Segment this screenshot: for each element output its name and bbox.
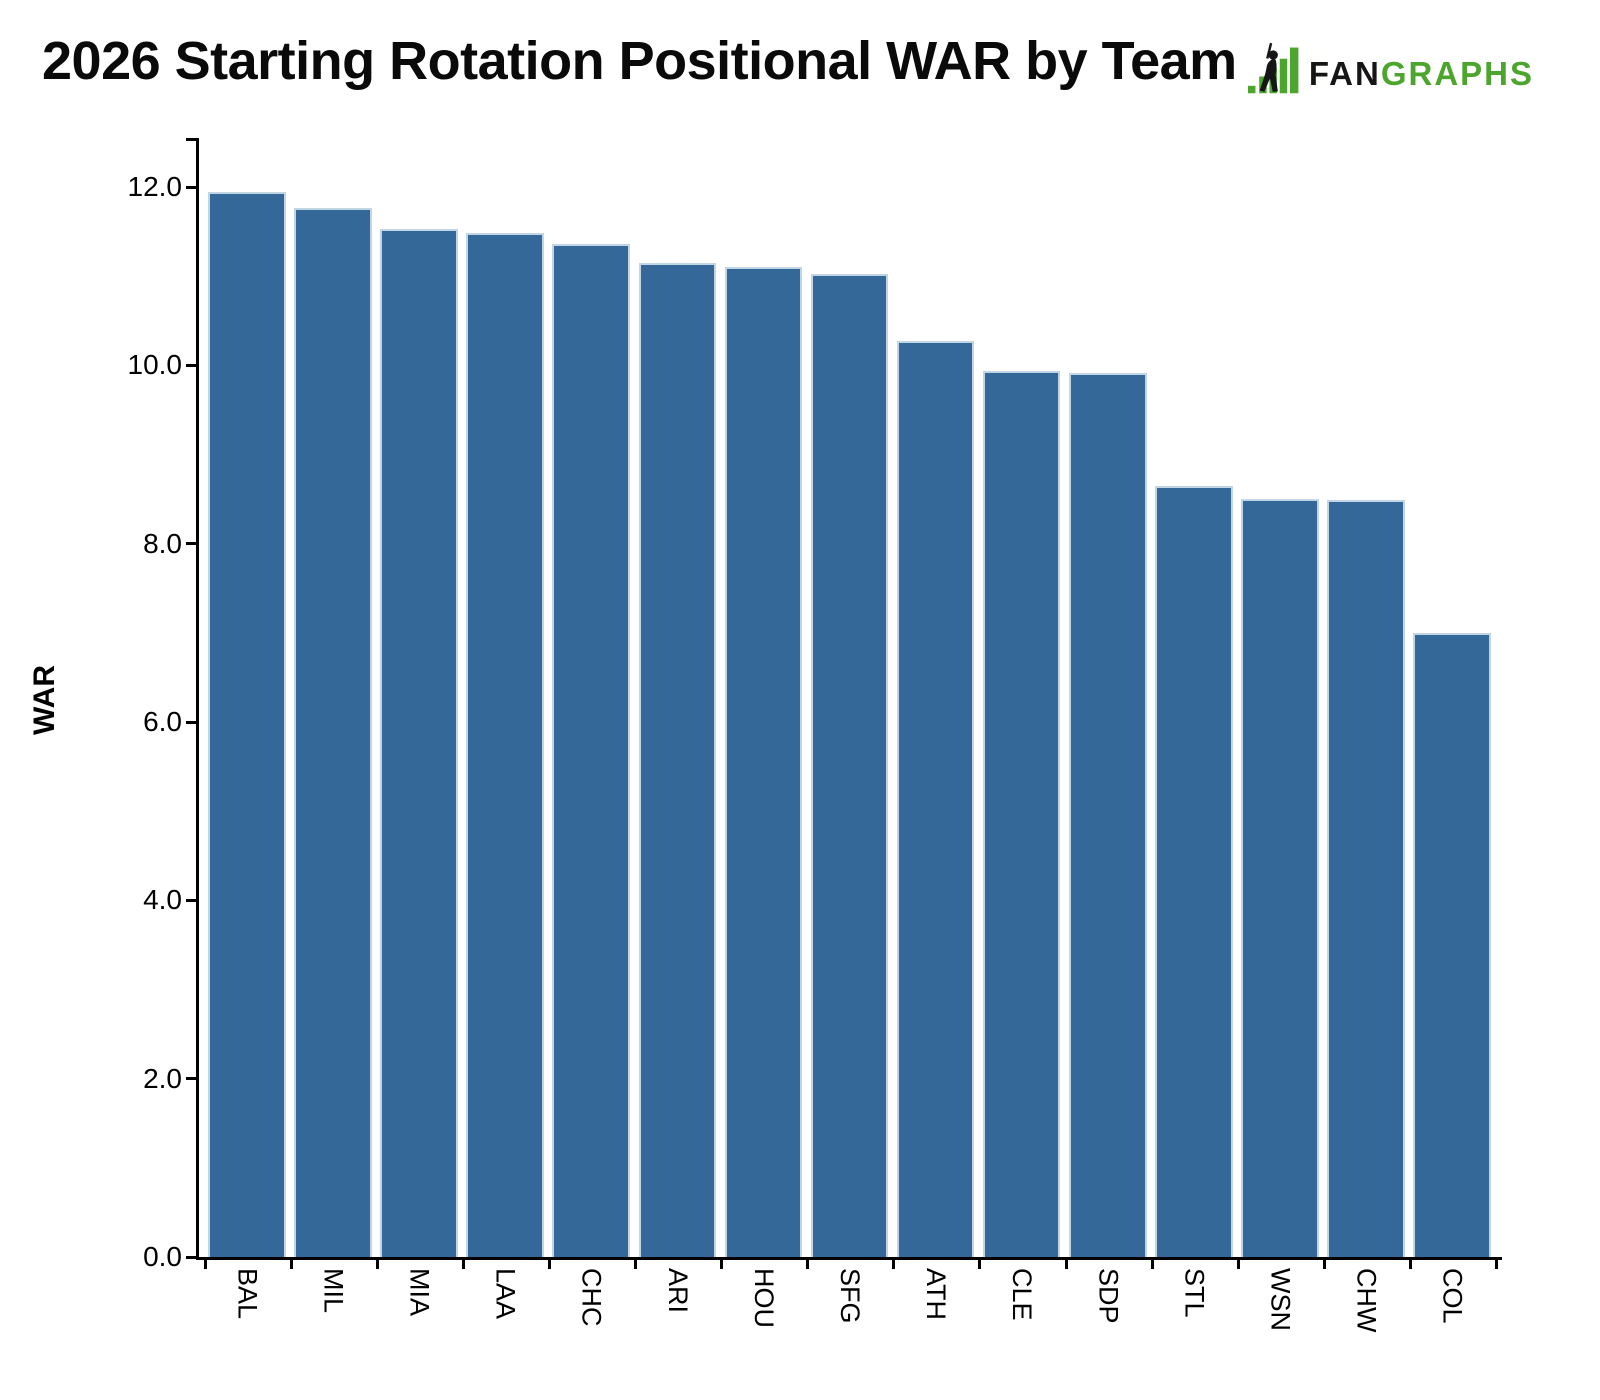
bar-ATH (896, 341, 975, 1257)
x-tick-label-MIA: MIA (404, 1268, 435, 1317)
x-boundary-tick (1064, 1260, 1068, 1269)
bar-MIL (294, 208, 372, 1257)
y-tick-mark-8.0 (186, 542, 196, 546)
x-boundary-tick (1408, 1260, 1412, 1269)
plot-area: 0.0 2.0 4.0 6.0 8.0 10.0 12.0 BAL MIL MIA LAA CHC AR… (128, 138, 1502, 1332)
bar-HOU (724, 267, 803, 1257)
x-tick-label-LAA: LAA (490, 1268, 521, 1320)
x-boundary-tick (720, 1260, 724, 1269)
bar-SDP (1069, 372, 1147, 1257)
x-boundary-tick (978, 1260, 982, 1269)
y-tick-mark-0.0 (186, 1255, 196, 1259)
bar-SFG (810, 273, 889, 1257)
y-tick-label-2.0: 2.0 (143, 1062, 182, 1094)
bar-LAA (466, 232, 544, 1257)
x-tick-label-CHC: CHC (576, 1268, 607, 1327)
x-boundary-tick (547, 1260, 551, 1269)
y-tick-label-10.0: 10.0 (127, 349, 183, 381)
y-tick-label-4.0: 4.0 (143, 884, 182, 916)
y-axis-top-cap-tick (186, 138, 196, 141)
bar-WSN (1241, 499, 1319, 1257)
x-boundary-tick (892, 1260, 896, 1269)
y-tick-label-12.0: 12.0 (127, 171, 183, 203)
x-tick-label-CLE: CLE (1007, 1268, 1038, 1321)
x-boundary-tick (375, 1260, 379, 1269)
y-axis-label: WAR (28, 665, 61, 735)
x-tick-label-WSN: WSN (1265, 1268, 1296, 1331)
x-tick-label-SFG: SFG (834, 1268, 865, 1324)
y-tick-mark-12.0 (186, 185, 196, 189)
bar-MIA (380, 228, 458, 1257)
chart-title: 2026 Starting Rotation Positional WAR by… (42, 31, 1237, 91)
y-tick-mark-6.0 (186, 720, 196, 724)
x-tick-label-MIL: MIL (318, 1268, 349, 1314)
bar-STL (1155, 485, 1233, 1257)
fangraphs-logo: FANGRAPHS (1247, 42, 1534, 96)
x-boundary-tick (1495, 1260, 1498, 1269)
bar-ARI (638, 262, 716, 1257)
y-tick-mark-4.0 (186, 898, 196, 902)
bar-BAL (208, 192, 286, 1257)
bar-CHW (1327, 500, 1405, 1257)
x-boundary-tick (1236, 1260, 1240, 1269)
x-boundary-tick (203, 1260, 207, 1269)
bar-COL (1413, 632, 1491, 1257)
fangraphs-batter-and-bars-icon (1247, 42, 1299, 94)
x-tick-label-ARI: ARI (662, 1268, 693, 1314)
x-tick-label-STL: STL (1179, 1268, 1210, 1318)
y-tick-label-8.0: 8.0 (143, 527, 182, 559)
x-tick-label-SDP: SDP (1093, 1268, 1124, 1324)
y-tick-mark-10.0 (186, 363, 196, 367)
bar-CHC (552, 244, 630, 1257)
x-tick-label-BAL: BAL (232, 1268, 263, 1320)
x-boundary-tick (289, 1260, 293, 1269)
y-tick-label-6.0: 6.0 (143, 706, 182, 738)
x-boundary-tick (461, 1260, 465, 1269)
x-tick-label-COL: COL (1437, 1268, 1468, 1324)
logo-fan-text: FAN (1308, 55, 1381, 92)
x-tick-label-ATH: ATH (921, 1268, 952, 1320)
x-boundary-tick (806, 1260, 810, 1269)
bar-CLE (982, 370, 1061, 1257)
logo-graphs-text: GRAPHS (1380, 55, 1534, 92)
x-boundary-tick (634, 1260, 637, 1269)
x-boundary-tick (1322, 1260, 1326, 1269)
fangraphs-logo-text: FANGRAPHS (1309, 57, 1534, 96)
x-tick-label-CHW: CHW (1351, 1268, 1382, 1333)
y-tick-mark-2.0 (186, 1077, 196, 1081)
x-tick-label-HOU: HOU (748, 1268, 779, 1328)
y-tick-label-0.0: 0.0 (143, 1241, 182, 1272)
x-boundary-tick (1150, 1260, 1154, 1269)
